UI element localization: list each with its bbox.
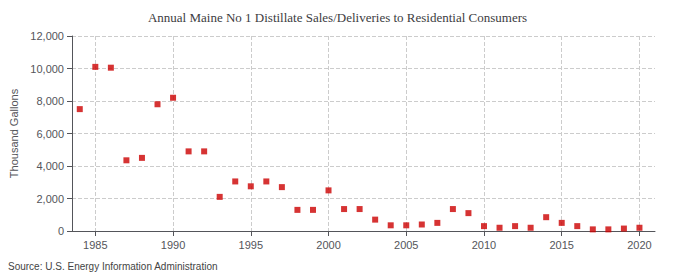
svg-text:1990: 1990 bbox=[161, 239, 185, 251]
svg-text:Thousand Gallons: Thousand Gallons bbox=[8, 88, 20, 178]
svg-text:1995: 1995 bbox=[239, 239, 263, 251]
svg-text:Source: U.S. Energy Informatio: Source: U.S. Energy Information Administ… bbox=[8, 261, 218, 272]
svg-text:Annual Maine No 1 Distillate S: Annual Maine No 1 Distillate Sales/Deliv… bbox=[148, 10, 527, 25]
svg-text:8,000: 8,000 bbox=[36, 95, 64, 107]
svg-text:4,000: 4,000 bbox=[36, 160, 64, 172]
svg-text:10,000: 10,000 bbox=[30, 63, 64, 75]
svg-text:2020: 2020 bbox=[627, 239, 651, 251]
svg-text:2,000: 2,000 bbox=[36, 193, 64, 205]
svg-text:12,000: 12,000 bbox=[30, 30, 64, 42]
svg-text:2005: 2005 bbox=[394, 239, 418, 251]
svg-text:0: 0 bbox=[58, 225, 64, 237]
svg-text:1985: 1985 bbox=[83, 239, 107, 251]
svg-text:2000: 2000 bbox=[316, 239, 340, 251]
svg-text:2010: 2010 bbox=[472, 239, 496, 251]
svg-text:2015: 2015 bbox=[549, 239, 573, 251]
svg-text:6,000: 6,000 bbox=[36, 128, 64, 140]
